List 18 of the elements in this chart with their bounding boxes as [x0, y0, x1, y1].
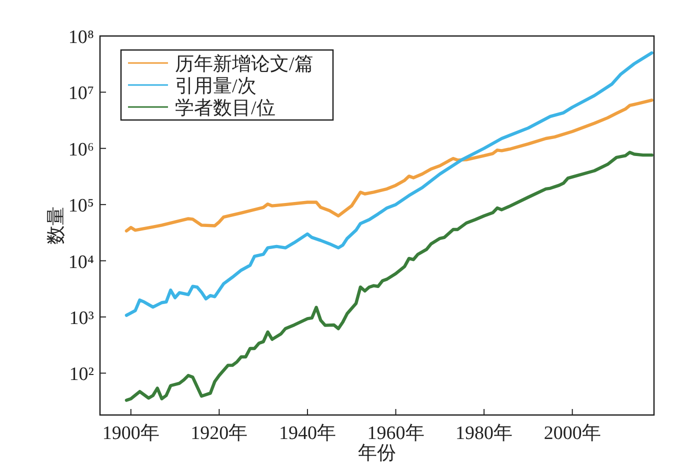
y-tick-label: 10²: [69, 364, 94, 386]
y-tick-label: 10⁸: [68, 27, 94, 48]
legend-label: 引用量/次: [175, 76, 256, 97]
y-tick-label: 10³: [69, 308, 94, 329]
legend-label: 历年新增论文/篇: [175, 53, 314, 75]
x-axis-title: 年份: [358, 443, 396, 464]
legend-label: 学者数目/位: [175, 98, 276, 119]
y-tick-label: 10⁵: [68, 196, 94, 217]
x-tick-label: 1960年: [367, 423, 424, 444]
x-tick-label: 1900年: [102, 423, 160, 444]
x-tick-label: 1920年: [190, 423, 248, 444]
x-tick-label: 1980年: [456, 423, 513, 444]
y-tick-label: 10⁶: [68, 139, 94, 160]
y-tick-label: 10⁷: [68, 83, 94, 104]
x-tick-label: 2000年: [544, 423, 601, 444]
y-tick-label: 10⁴: [68, 252, 94, 273]
x-tick-label: 1940年: [278, 423, 336, 444]
y-axis-title: 数量: [46, 206, 67, 244]
